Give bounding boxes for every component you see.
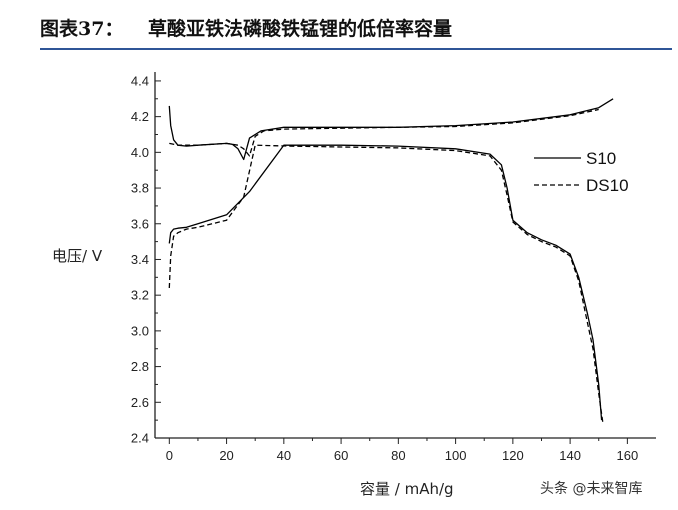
- y-tick-label: 4.4: [131, 73, 149, 88]
- series-s10-curve-1: [168, 144, 603, 421]
- y-tick-label: 3.6: [131, 216, 149, 231]
- x-tick-label: 80: [391, 448, 405, 463]
- x-tick-label: 120: [502, 448, 524, 463]
- y-tick-label: 2.4: [131, 431, 149, 446]
- watermark: 头条 @未来智库: [540, 481, 643, 497]
- chart-legend: S10 DS10: [534, 149, 629, 195]
- y-axis-label: 电压/ V: [52, 247, 103, 265]
- y-tick-label: 3.2: [131, 288, 149, 303]
- legend-label-s10: S10: [586, 149, 616, 168]
- figure-caption: 草酸亚铁法磷酸铁锰锂的低倍率容量: [148, 18, 453, 40]
- title-underline: [40, 48, 672, 50]
- y-tick-label: 4.0: [131, 145, 149, 160]
- y-tick-label: 2.6: [131, 395, 149, 410]
- x-tick-label: 20: [219, 448, 233, 463]
- x-tick-label: 60: [334, 448, 348, 463]
- y-tick-label: 3.0: [131, 323, 149, 338]
- series-ds10-curve-1: [168, 144, 604, 424]
- chart-curves: [168, 98, 614, 424]
- chart-axes: 2.4 2.6 2.8 3.0 3.2 3.4 3.6 3.8 4.0 4.2 4.4 0 20 40 60…: [131, 72, 656, 463]
- x-tick-label: 140: [559, 448, 581, 463]
- figure-number: 图表37：: [40, 18, 124, 40]
- x-tick-label: 100: [445, 448, 467, 463]
- x-tick-label: 0: [166, 448, 173, 463]
- series-s10-curve-2: [168, 98, 614, 161]
- figure-title: 图表37： 草酸亚铁法磷酸铁锰锂的低倍率容量: [40, 14, 672, 44]
- y-tick-label: 4.2: [131, 109, 149, 124]
- x-tick-label: 40: [277, 448, 291, 463]
- x-axis-label: 容量 / mAh/g: [360, 480, 454, 498]
- x-tick-label: 160: [617, 448, 639, 463]
- y-tick-label: 3.4: [131, 252, 149, 267]
- series-ds10-curve-2: [169, 108, 599, 157]
- y-tick-label: 2.8: [131, 359, 149, 374]
- legend-label-ds10: DS10: [586, 176, 629, 195]
- y-tick-label: 3.8: [131, 181, 149, 196]
